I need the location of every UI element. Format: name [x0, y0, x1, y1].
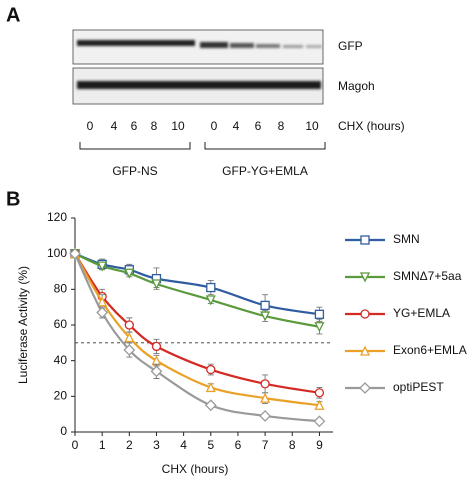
marker: [313, 415, 326, 428]
lane-axis-label: CHX (hours): [338, 119, 405, 133]
band: [77, 81, 321, 89]
x-tick-label: 8: [289, 438, 296, 452]
lane-label: 0: [211, 119, 218, 133]
y-tick-label: 100: [47, 246, 67, 260]
marker: [359, 345, 371, 356]
x-tick-label: 9: [316, 438, 323, 452]
marker: [206, 364, 216, 375]
lane-label: 4: [111, 119, 118, 133]
band: [306, 45, 322, 48]
group-label: GFP-NS: [112, 164, 157, 178]
x-tick-label: 7: [262, 438, 269, 452]
lane-labels: 0 4 6 8 10 0 4 6 8 10: [87, 119, 319, 133]
marker: [151, 279, 162, 290]
band: [200, 42, 228, 48]
marker: [314, 309, 325, 319]
marker: [260, 392, 271, 403]
series-line: [74, 253, 320, 394]
marker: [69, 247, 81, 260]
marker: [314, 388, 325, 398]
panel-label: A: [6, 4, 20, 26]
y-tick-label: 120: [47, 210, 67, 224]
blot-label: GFP: [338, 39, 363, 53]
marker: [123, 344, 136, 356]
lane-label: 8: [278, 119, 285, 133]
marker: [205, 381, 216, 393]
legend-label: SMNΔ7+5aa: [393, 269, 462, 283]
group-label: GFP-YG+EMLA: [222, 164, 308, 178]
marker: [260, 311, 271, 322]
marker: [124, 268, 135, 279]
blot-label: Magoh: [338, 79, 375, 93]
y-tick-label: 80: [54, 282, 68, 296]
y-tick-label: 60: [54, 317, 68, 331]
lane-label: 6: [131, 119, 138, 133]
group-bracket: [79, 142, 326, 150]
band: [256, 44, 280, 48]
marker: [150, 365, 163, 378]
lane-label: 8: [151, 119, 158, 133]
marker: [151, 341, 162, 352]
legend-label: SMN: [393, 232, 420, 246]
marker: [97, 296, 108, 307]
marker: [204, 399, 217, 412]
x-tick-label: 4: [180, 438, 187, 452]
panel-label: B: [6, 188, 20, 210]
x-tick-label: 2: [126, 438, 133, 452]
marker: [124, 320, 134, 330]
legend-label: Exon6+EMLA: [393, 343, 467, 357]
marker: [360, 309, 370, 319]
y-tick-label: 40: [54, 353, 68, 367]
y-tick-label: 20: [54, 389, 68, 403]
marker: [360, 235, 370, 245]
marker: [206, 282, 216, 293]
legend-label: YG+EMLA: [393, 306, 450, 320]
x-tick-label: 3: [153, 438, 160, 452]
series-line: [74, 253, 320, 423]
x-tick-label: 0: [72, 438, 79, 452]
marker: [96, 306, 109, 319]
lane-label: 0: [87, 119, 94, 133]
x-axis-label: CHX (hours): [162, 462, 229, 476]
lane-label: 6: [255, 119, 262, 133]
marker: [260, 379, 270, 389]
blot-frame: [72, 29, 324, 65]
lane-label: 10: [171, 119, 185, 133]
lane-label: 10: [305, 119, 319, 133]
x-tick-label: 6: [235, 438, 242, 452]
band: [77, 40, 195, 46]
marker: [314, 322, 325, 333]
marker: [359, 272, 371, 283]
x-tick-label: 5: [207, 438, 214, 452]
marker: [124, 332, 135, 343]
marker: [97, 261, 108, 272]
x-tick-label: 1: [99, 438, 106, 452]
bands: [77, 40, 322, 89]
legend-label: optiPEST: [393, 380, 444, 394]
marker: [205, 295, 216, 306]
band: [283, 45, 303, 48]
band: [230, 43, 254, 48]
y-tick-label: 0: [60, 424, 67, 438]
marker: [359, 382, 371, 394]
marker: [314, 399, 325, 410]
series-line: [74, 252, 320, 316]
marker: [260, 300, 270, 311]
blot-images: [72, 29, 324, 105]
lane-label: 4: [233, 119, 240, 133]
y-axis-label: Luciferase Activity (%): [16, 266, 30, 384]
marker: [259, 410, 272, 422]
